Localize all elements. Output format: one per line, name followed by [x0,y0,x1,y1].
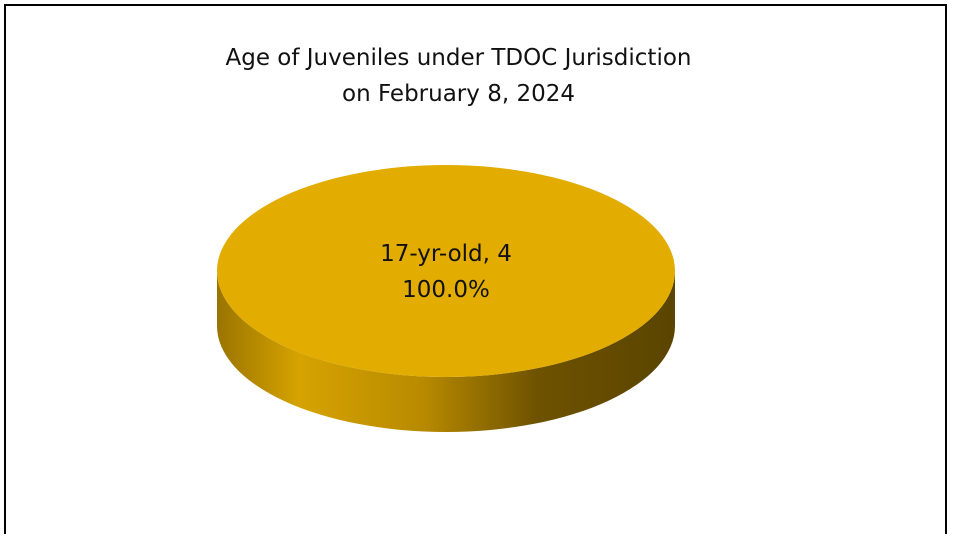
slice-label-name: 17-yr-old, 4 [380,241,512,267]
slice-label-percent: 100.0% [402,277,490,303]
pie-chart: 17-yr-old, 4 100.0% [217,165,675,432]
chart-title-block: Age of Juveniles under TDOC Jurisdiction… [6,40,911,112]
chart-title: Age of Juveniles under TDOC Jurisdiction [225,45,692,71]
pie-slice [217,165,675,377]
chart-subtitle: on February 8, 2024 [342,81,575,107]
chart-frame: Age of Juveniles under TDOC Jurisdiction… [4,4,947,534]
pie-slice-side [217,271,675,432]
